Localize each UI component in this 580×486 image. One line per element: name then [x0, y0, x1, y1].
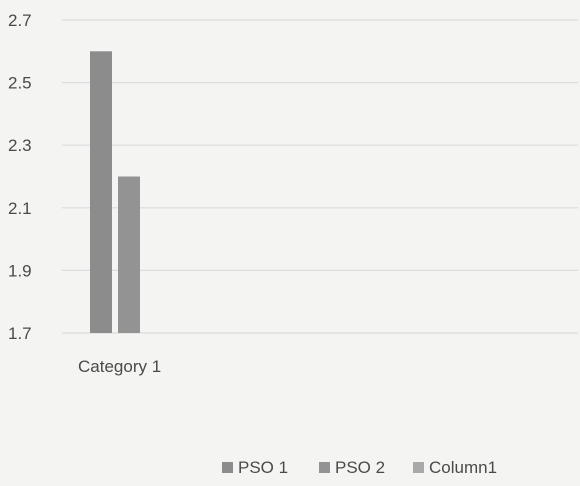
bar-pso-2-0 [118, 176, 140, 333]
y-tick-label: 1.7 [8, 324, 32, 343]
legend: PSO 1 PSO 2 Column1 [222, 458, 497, 477]
y-tick-label: 2.1 [8, 199, 32, 218]
legend-swatch-column1 [413, 462, 424, 473]
legend-swatch-pso-1 [222, 462, 233, 473]
legend-label: Column1 [429, 458, 497, 477]
y-tick-label: 2.5 [8, 74, 32, 93]
legend-swatch-pso-2 [319, 462, 330, 473]
legend-label: PSO 1 [238, 458, 288, 477]
y-axis-tick-labels: 1.7 1.9 2.1 2.3 2.5 2.7 [8, 11, 32, 343]
x-axis-category-labels: Category 1 [78, 357, 161, 376]
legend-label: PSO 2 [335, 458, 385, 477]
bar-pso-1-0 [90, 51, 112, 334]
y-tick-label: 2.7 [8, 11, 32, 30]
y-tick-label: 1.9 [8, 261, 32, 280]
y-tick-label: 2.3 [8, 136, 32, 155]
x-category-label: Category 1 [78, 357, 161, 376]
bars [90, 51, 140, 334]
gridlines [62, 19, 578, 334]
